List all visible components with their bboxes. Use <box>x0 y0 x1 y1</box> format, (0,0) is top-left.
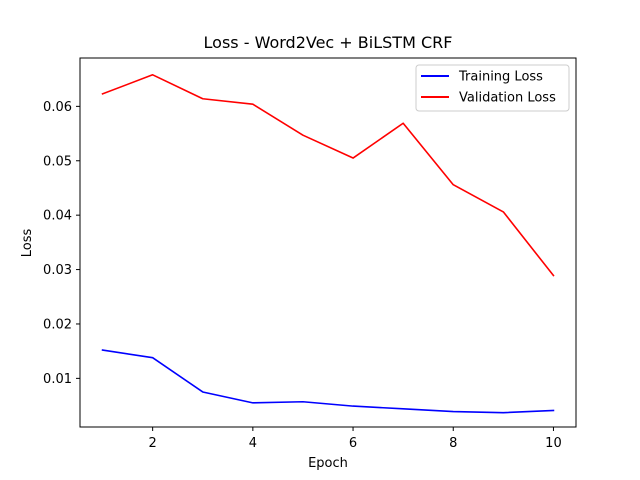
data-point-training-loss-10 <box>552 409 554 411</box>
x-tick-label-2: 2 <box>149 436 157 451</box>
legend-label-training-loss: Training Loss <box>458 70 543 85</box>
legend: Training Loss Validation Loss <box>415 64 570 112</box>
data-point-validation-loss-6 <box>352 157 354 159</box>
x-tick-label-10: 10 <box>545 436 562 451</box>
data-point-validation-loss-1 <box>101 93 103 95</box>
series-line-validation-loss <box>101 74 555 277</box>
legend-box <box>415 64 570 112</box>
data-point-validation-loss-4 <box>252 103 254 105</box>
series-line-training-loss <box>101 349 555 414</box>
data-point-training-loss-5 <box>302 401 304 403</box>
legend-label-validation-loss: Validation Loss <box>459 91 556 106</box>
axis-ticks: 2 4 6 8 10 0.01 0.02 0.03 0.04 0.05 0.06 <box>43 100 562 451</box>
plot-area <box>101 74 555 414</box>
x-tick-label-6: 6 <box>349 436 357 451</box>
y-tick-label-5: 0.06 <box>43 100 72 115</box>
y-axis-label: Loss <box>20 229 35 258</box>
data-point-validation-loss-9 <box>502 211 504 213</box>
x-tick-label-4: 4 <box>249 436 257 451</box>
data-point-validation-loss-5 <box>302 134 304 136</box>
y-tick-label-3: 0.04 <box>43 209 72 224</box>
data-point-training-loss-9 <box>502 411 504 413</box>
data-point-training-loss-7 <box>402 408 404 410</box>
x-tick-label-8: 8 <box>449 436 457 451</box>
data-point-training-loss-4 <box>252 402 254 404</box>
y-tick-label-4: 0.05 <box>43 154 72 169</box>
y-tick-label-2: 0.03 <box>43 263 72 278</box>
data-point-training-loss-3 <box>202 391 204 393</box>
data-point-training-loss-1 <box>101 349 103 351</box>
data-point-validation-loss-3 <box>202 98 204 100</box>
data-point-training-loss-8 <box>452 410 454 412</box>
x-axis-label: Epoch <box>308 456 348 471</box>
chart-title: Loss - Word2Vec + BiLSTM CRF <box>204 33 453 52</box>
data-point-training-loss-2 <box>151 356 153 358</box>
data-point-validation-loss-7 <box>402 122 404 124</box>
data-point-training-loss-6 <box>352 405 354 407</box>
data-point-validation-loss-8 <box>452 183 454 185</box>
data-point-validation-loss-2 <box>151 74 153 76</box>
data-point-validation-loss-10 <box>552 274 554 276</box>
plot-frame <box>79 57 577 428</box>
y-tick-label-1: 0.02 <box>43 317 72 332</box>
y-tick-label-0: 0.01 <box>43 372 72 387</box>
